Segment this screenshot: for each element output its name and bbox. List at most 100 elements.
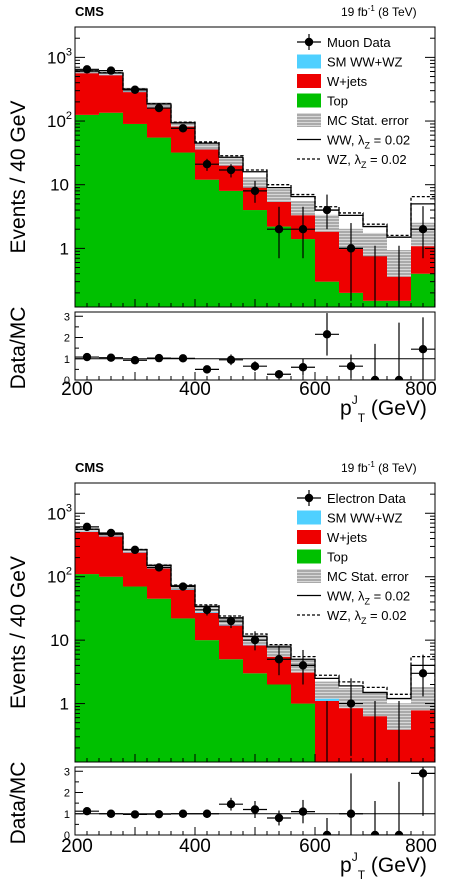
legend-label: W+jets — [327, 74, 368, 89]
legend-swatch-sm-ww-wz — [297, 510, 321, 525]
legend-label-atgc-part: λ — [358, 589, 365, 604]
ratio-y-tick-label: 1 — [64, 809, 70, 821]
data-point-4 — [178, 582, 188, 591]
legend-label-atgc-part: = 0.02 — [366, 608, 406, 623]
data-point-4 — [178, 124, 188, 133]
y-tick-label-part: 10 — [47, 504, 66, 523]
x-tick-label: 400 — [179, 379, 211, 400]
bar-w-jets-3 — [147, 568, 171, 599]
y-tick-label: 10 — [50, 176, 69, 195]
legend-swatch-mc-stat — [297, 569, 321, 583]
bar-top-7 — [243, 673, 267, 762]
ratio-frame — [74, 766, 436, 836]
lumi-label-part: 19 fb — [341, 5, 368, 19]
bar-top-4 — [171, 618, 195, 762]
data-point-5 — [202, 159, 212, 169]
y-axis-title: Events / 40 GeV — [7, 556, 30, 709]
ratio-point-14 — [418, 769, 428, 778]
legend-data-marker — [304, 493, 314, 503]
ratio-y-axis-title: Data/MC — [7, 307, 30, 390]
bar-w-jets-14 — [411, 706, 435, 762]
mc-stat-error-band-10 — [315, 681, 339, 699]
ratio-point-2 — [130, 356, 140, 365]
x-tick-label: 200 — [61, 836, 93, 857]
bar-top-6 — [219, 659, 243, 762]
data-point-7 — [250, 635, 260, 645]
lumi-label-part: -1 — [368, 460, 376, 469]
y-tick-label-part: 10 — [47, 568, 66, 587]
data-point-3 — [154, 563, 164, 572]
x-tick-label: 200 — [61, 379, 93, 400]
bar-top-9 — [291, 703, 315, 762]
x-axis-title-part: (GeV) — [371, 397, 427, 420]
legend-swatch-mc-stat — [297, 113, 321, 127]
mc-stat-error-band-6 — [219, 157, 243, 166]
ratio-point-8 — [274, 813, 284, 823]
bar-w-jets-1 — [99, 536, 123, 577]
x-axis-title-part: T — [358, 868, 366, 882]
legend-label-atgc-part: = 0.02 — [366, 152, 406, 167]
y-tick-label-part: 2 — [66, 566, 72, 578]
lumi-label-part: -1 — [368, 4, 376, 13]
legend-label-atgc: WW, λZ = 0.02 — [327, 133, 410, 151]
x-axis-title-part: J — [352, 850, 358, 864]
ratio-panel: 0 1 2 3 — [64, 311, 436, 387]
y-tick-label-part: 3 — [66, 502, 72, 514]
x-axis-title-part: (GeV) — [371, 854, 427, 877]
bar-top-3 — [147, 598, 171, 762]
legend-label: MC Stat. error — [327, 113, 409, 128]
ratio-point-11 — [346, 361, 356, 371]
ratio-point-5 — [202, 809, 212, 818]
legend-swatch-top — [297, 93, 321, 108]
legend-label: Top — [327, 550, 348, 565]
ratio-point-4 — [178, 354, 188, 363]
lumi-label: 19 fb-1 (8 TeV) — [341, 460, 417, 475]
data-point-6 — [226, 165, 236, 175]
legend-label: Top — [327, 94, 348, 109]
legend: Electron Data SM WW+WZ W+jets Top MC Stat. e… — [297, 490, 410, 626]
legend-swatch-top — [297, 549, 321, 564]
ratio-point-1 — [106, 809, 116, 818]
ratio-point-7 — [250, 361, 260, 371]
bar-top-4 — [171, 152, 195, 307]
data-point-2 — [130, 545, 140, 555]
ratio-point-14 — [418, 344, 428, 354]
y-tick-label-part: 2 — [66, 110, 72, 122]
legend-label-atgc-part: = 0.02 — [370, 589, 410, 604]
legend-label-data: Electron Data — [327, 491, 407, 506]
data-point-2 — [130, 85, 140, 94]
legend-label-atgc-part: Z — [365, 141, 371, 151]
data-point-8 — [274, 655, 284, 664]
data-points-layer — [75, 65, 435, 307]
x-tick-label: 800 — [405, 836, 437, 857]
legend-label-atgc: WW, λZ = 0.02 — [327, 589, 410, 607]
data-point-1 — [106, 66, 116, 75]
y-tick-label: 102 — [47, 110, 72, 131]
y-tick-label: 1 — [60, 695, 69, 714]
y-tick-label: 10 — [50, 631, 69, 650]
y-axis-title: Events / 40 GeV — [7, 101, 30, 254]
data-point-14 — [418, 669, 428, 678]
ratio-y-axis-title: Data/MC — [7, 762, 30, 845]
ratio-y-tick-label: 2 — [64, 333, 70, 345]
atgc-line-wz — [75, 70, 435, 307]
bar-w-jets-6 — [219, 625, 243, 660]
legend-swatch-w-jets — [297, 74, 321, 88]
legend-data-marker — [304, 37, 314, 47]
data-point-14 — [418, 225, 428, 234]
bar-top-2 — [123, 586, 147, 762]
y-tick-label: 1 — [60, 239, 69, 258]
bar-top-3 — [147, 137, 171, 307]
data-point-3 — [154, 103, 164, 113]
data-points-layer — [75, 522, 435, 762]
y-tick-label-part: 3 — [66, 46, 72, 58]
data-point-10 — [322, 205, 332, 215]
ratio-point-13 — [394, 375, 404, 380]
x-axis-title-part: p — [340, 854, 352, 877]
bar-w-jets-5 — [195, 612, 219, 641]
x-tick-label: 600 — [299, 836, 331, 857]
ratio-panel: 0 1 2 3 — [64, 766, 436, 842]
x-tick-label: 600 — [299, 379, 331, 400]
